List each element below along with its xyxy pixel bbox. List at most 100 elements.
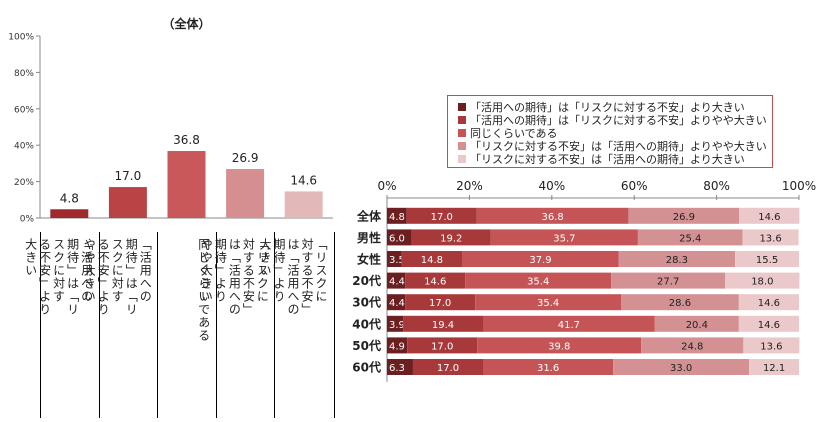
legend-swatch xyxy=(458,115,466,124)
row-label: 30代 xyxy=(352,295,381,310)
bar-segment xyxy=(738,315,799,332)
bar-value-label: 26.9 xyxy=(232,151,259,165)
chart-title: （全体） xyxy=(162,16,210,31)
row-label: 50代 xyxy=(352,338,381,353)
bar-segment xyxy=(405,294,476,311)
row-label: 20代 xyxy=(352,273,381,288)
segment-value-label: 28.3 xyxy=(666,255,688,266)
bar-segment xyxy=(387,294,406,311)
bar-segment xyxy=(621,294,739,311)
category-label: 「リスクに 対する不安」 は「活用への 期待」より やや大きい xyxy=(199,238,270,316)
segment-value-label: 4.8 xyxy=(389,212,405,223)
segment-value-label: 20.4 xyxy=(686,320,708,331)
bar-segment xyxy=(739,207,800,224)
legend: 「活用への期待」は「リスクに対する不安」より大きい 「活用への期待」は「リスクに対… xyxy=(447,95,773,168)
category-label-cell: 「リスクに 対する不安」 は「活用への 期待」より やや大きい xyxy=(199,232,276,418)
segment-value-label: 6.3 xyxy=(389,363,405,374)
segment-value-label: 3.5 xyxy=(389,255,405,266)
segment-value-label: 19.4 xyxy=(432,320,454,331)
segment-value-label: 39.8 xyxy=(548,341,570,352)
bar xyxy=(108,187,147,218)
segment-value-label: 35.4 xyxy=(527,277,549,288)
y-tick-label: 20% xyxy=(14,178,34,188)
bar xyxy=(284,191,323,218)
row-label: 60代 xyxy=(352,360,381,375)
bar-segment xyxy=(387,337,408,354)
bar-segment xyxy=(406,207,477,224)
segment-value-label: 14.6 xyxy=(758,298,780,309)
category-label-cell: 同じくらいである xyxy=(157,232,217,418)
y-tick-label: 40% xyxy=(14,142,34,152)
segment-value-label: 17.0 xyxy=(429,298,451,309)
segment-value-label: 14.6 xyxy=(424,277,446,288)
legend-item: 「活用への期待」は「リスクに対する不安」より大きい xyxy=(458,100,745,114)
bar-segment xyxy=(477,337,642,354)
segment-value-label: 17.0 xyxy=(431,341,453,352)
bar-value-label: 14.6 xyxy=(290,173,317,187)
segment-value-label: 27.7 xyxy=(657,277,679,288)
bar-segment xyxy=(387,272,406,289)
bar-segment xyxy=(725,272,800,289)
segment-value-label: 28.6 xyxy=(669,298,691,309)
y-tick-label: 0% xyxy=(20,215,35,225)
x-tick-label: 100% xyxy=(782,179,816,193)
bar-segment xyxy=(611,272,726,289)
legend-item: 「リスクに対する不安」は「活用への期待」より大きい xyxy=(458,153,745,166)
segment-value-label: 3.9 xyxy=(389,320,405,331)
bar-value-label: 4.8 xyxy=(60,191,79,205)
segment-value-label: 15.5 xyxy=(756,255,778,266)
segment-value-label: 33.0 xyxy=(670,363,692,374)
legend-swatch xyxy=(458,102,466,111)
legend-label: 「リスクに対する不安」は「活用への期待」より大きい xyxy=(470,153,745,167)
category-label-cell: 「リスクに 対する不安」 は「活用への 期待」より 大きい xyxy=(258,232,335,418)
segment-value-label: 14.8 xyxy=(421,255,443,266)
row-label: 40代 xyxy=(352,316,381,331)
bar-segment xyxy=(407,337,478,354)
row-label: 全体 xyxy=(356,208,382,223)
bar-segment xyxy=(387,359,413,375)
category-label-cell: 「活用への 期待」は「リ スクに対す る不安」より 大きい xyxy=(24,232,100,418)
segment-value-label: 4.4 xyxy=(389,298,405,309)
x-tick-label: 20% xyxy=(456,179,483,193)
x-tick-label: 0% xyxy=(377,179,396,193)
segment-value-label: 18.0 xyxy=(751,277,773,288)
bar-segment xyxy=(482,359,614,375)
bar-value-label: 17.0 xyxy=(115,169,142,183)
category-label: 「活用への 期待」は「リ スクに対す る不安」より やや大きい xyxy=(82,238,153,316)
bar-segment xyxy=(742,229,799,246)
bar-segment xyxy=(412,359,483,375)
row-label: 女性 xyxy=(357,252,381,267)
y-tick-label: 60% xyxy=(14,105,34,115)
bar-segment xyxy=(475,294,622,311)
bar-segment xyxy=(465,272,612,289)
legend-label: 「活用への期待」は「リスクに対する不安」よりやや大きい xyxy=(470,113,767,127)
legend-item: 「リスクに対する不安」は「活用への期待」よりやや大きい xyxy=(458,140,767,153)
category-label: 「リスクに 対する不安」 は「活用への 期待」より 大きい xyxy=(257,238,328,316)
bar-segment xyxy=(411,229,491,246)
legend-swatch xyxy=(458,128,466,137)
bar-segment xyxy=(641,337,744,354)
segment-value-label: 4.4 xyxy=(389,277,405,288)
bar-segment xyxy=(387,315,404,332)
legend-swatch xyxy=(458,142,466,151)
bar xyxy=(167,151,206,218)
bar-segment xyxy=(482,315,655,332)
segment-value-label: 17.0 xyxy=(437,363,459,374)
segment-value-label: 13.6 xyxy=(760,341,782,352)
segment-value-label: 37.9 xyxy=(529,255,551,266)
legend-item: 同じくらいである xyxy=(458,126,558,140)
legend-label: 「リスクに対する不安」は「活用への期待」よりやや大きい xyxy=(470,140,767,154)
bar-segment xyxy=(749,359,799,375)
bar-segment xyxy=(637,229,743,246)
segment-value-label: 41.7 xyxy=(558,320,580,331)
y-tick-label: 100% xyxy=(8,33,34,43)
segment-value-label: 13.6 xyxy=(759,233,781,244)
bar-segment xyxy=(462,251,619,267)
segment-value-label: 24.8 xyxy=(681,341,703,352)
bar xyxy=(50,209,89,218)
category-label: 同じくらいである xyxy=(196,238,211,342)
legend-label: 「活用への期待」は「リスクに対する不安」より大きい xyxy=(470,100,745,114)
bar-segment xyxy=(654,315,739,332)
segment-value-label: 25.4 xyxy=(679,233,701,244)
x-tick-label: 60% xyxy=(621,179,648,193)
